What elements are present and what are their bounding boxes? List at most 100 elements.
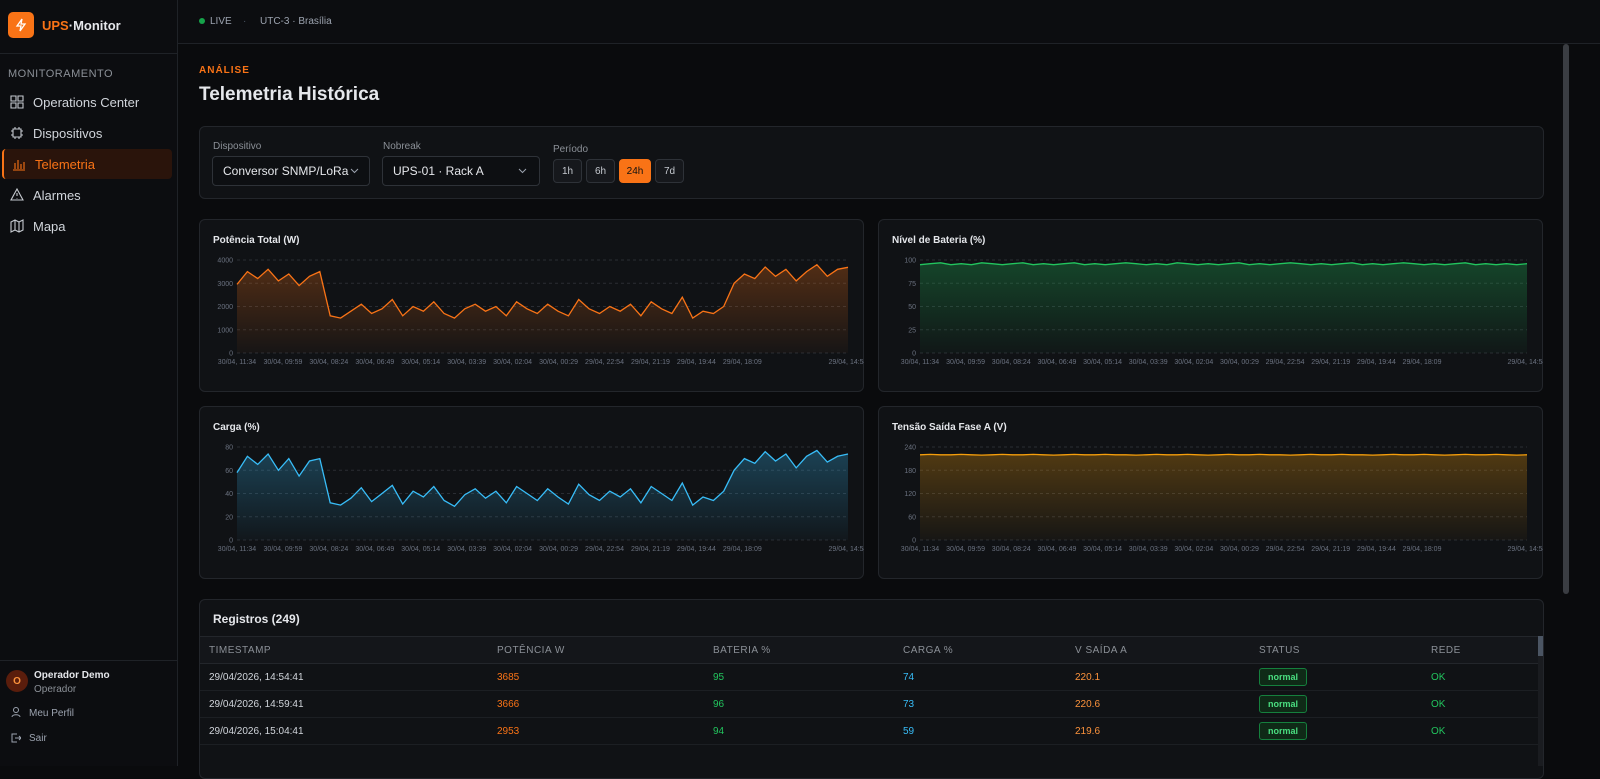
y-tick-label: 0: [912, 351, 916, 358]
nav-item[interactable]: Telemetria: [2, 149, 172, 179]
x-tick-label: 30/04, 06:49: [355, 546, 394, 553]
period-button[interactable]: 7d: [655, 159, 684, 183]
x-tick-label: 29/04, 21:19: [631, 359, 670, 366]
x-tick-label: 30/04, 02:04: [1174, 359, 1213, 366]
icon-path: [10, 95, 24, 109]
x-tick-label: 30/04, 08:24: [992, 546, 1031, 553]
topbar: LIVE · UTC-3 · Brasília: [178, 0, 1600, 44]
device-value: Conversor SNMP/LoRa: [223, 164, 349, 178]
icon-path: [13, 160, 25, 171]
status-badge: normal: [1259, 722, 1308, 740]
logout-link[interactable]: Sair: [29, 733, 47, 744]
x-tick-label: 29/04, 19:44: [677, 359, 716, 366]
ups-select[interactable]: UPS-01 · Rack A: [382, 156, 540, 186]
y-tick-label: 0: [912, 538, 916, 545]
cell: 95: [713, 672, 725, 683]
nav-icon: [10, 219, 24, 233]
x-tick-label: 30/04, 05:14: [1083, 546, 1122, 553]
chart: Nível de Bateria (%) 0 25 50 75 100 30/04, 11:…: [892, 235, 1543, 366]
cell: 219.6: [1075, 726, 1101, 737]
nav-item[interactable]: Alarmes: [2, 180, 172, 210]
x-tick-label: 30/04, 05:14: [1083, 359, 1122, 366]
y-tick-label: 0: [229, 538, 233, 545]
x-tick-label: 30/04, 03:39: [1129, 359, 1168, 366]
area: [920, 262, 1527, 353]
nav-item[interactable]: Operations Center: [2, 87, 172, 117]
user-role: Operador: [34, 684, 77, 695]
line: [236, 449, 849, 508]
page-title: Telemetria Histórica: [199, 84, 380, 105]
period-button[interactable]: 6h: [586, 159, 615, 183]
x-tick-label: 30/04, 11:34: [218, 359, 257, 366]
ups-label: Nobreak: [383, 141, 421, 152]
line: [236, 263, 849, 320]
cell: 220.6: [1075, 699, 1101, 710]
cell: 94: [713, 726, 725, 737]
x-tick-label: 30/04, 06:49: [355, 359, 394, 366]
nav-item[interactable]: Dispositivos: [2, 118, 172, 148]
chart: Tensão Saída Fase A (V) 0 60 120 180 240 30/04…: [892, 422, 1543, 553]
x-tick-label: 30/04, 08:24: [992, 359, 1031, 366]
x-tick-label: 30/04, 02:04: [1174, 546, 1213, 553]
x-tick-label: 30/04, 09:59: [263, 359, 302, 366]
row-divider: [200, 744, 1538, 745]
y-tick-label: 50: [908, 304, 916, 311]
cell: 59: [903, 726, 915, 737]
logo: [8, 12, 34, 38]
column-header: CARGA %: [903, 645, 954, 656]
records-title: Registros (249): [213, 612, 300, 626]
records-panel: [199, 599, 1544, 779]
brand-a: UPS: [42, 17, 69, 33]
live-status: LIVE: [210, 16, 232, 27]
x-tick-label: 30/04, 09:59: [946, 359, 985, 366]
x-tick-label: 29/04, 22:54: [1266, 359, 1305, 366]
period-button[interactable]: 1h: [553, 159, 582, 183]
icon-path: [11, 127, 23, 139]
x-tick-label: 30/04, 08:24: [309, 359, 348, 366]
line: [919, 453, 1528, 456]
cell: OK: [1431, 699, 1446, 710]
cell: 29/04/2026, 14:59:41: [209, 699, 304, 710]
brand-b: ·Monitor: [68, 17, 121, 33]
x-tick-label: 30/04, 05:14: [401, 359, 440, 366]
nav-label: Telemetria: [35, 156, 95, 172]
nav-label: Mapa: [33, 218, 66, 234]
x-tick-label: 29/04, 21:19: [631, 546, 670, 553]
x-tick-label: 29/04, 14:54: [829, 359, 864, 366]
device-select[interactable]: Conversor SNMP/LoRa: [212, 156, 370, 186]
cell: 3685: [497, 672, 520, 683]
y-tick-label: 80: [225, 445, 233, 452]
profile-link[interactable]: Meu Perfil: [29, 708, 75, 719]
nav-label: Dispositivos: [33, 125, 103, 141]
x-tick-label: 30/04, 09:59: [263, 546, 302, 553]
x-tick-label: 30/04, 02:04: [493, 359, 532, 366]
x-tick-label: 30/04, 00:29: [539, 546, 578, 553]
chart: Carga (%) 0 20 40 60 80 30/04, 11:34 30/04, 09:…: [213, 422, 864, 553]
cell: 29/04/2026, 15:04:41: [209, 726, 304, 737]
x-tick-label: 29/04, 22:54: [585, 546, 624, 553]
y-tick-label: 75: [908, 281, 916, 288]
y-tick-label: 1000: [217, 327, 233, 334]
nav-label: Operations Center: [33, 94, 140, 110]
x-tick-label: 30/04, 03:39: [1129, 546, 1168, 553]
x-tick-label: 30/04, 05:14: [401, 546, 440, 553]
nav-icon: [11, 127, 23, 139]
chart-title: Potência Total (W): [213, 235, 299, 246]
cell: 2953: [497, 726, 520, 737]
x-tick-label: 30/04, 11:34: [901, 359, 940, 366]
x-tick-label: 30/04, 11:34: [901, 546, 940, 553]
link-icons: [11, 707, 21, 743]
column-header: V SAÍDA A: [1075, 645, 1128, 656]
x-tick-label: 29/04, 18:09: [723, 359, 762, 366]
timezone: UTC-3 · Brasília: [260, 16, 332, 27]
x-tick-label: 30/04, 03:39: [447, 359, 486, 366]
nav-item[interactable]: Mapa: [2, 211, 172, 241]
x-tick-label: 30/04, 00:29: [1220, 546, 1259, 553]
y-tick-label: 240: [904, 445, 916, 452]
period-button[interactable]: 24h: [619, 159, 651, 183]
cell: OK: [1431, 672, 1446, 683]
y-tick-label: 25: [908, 327, 916, 334]
y-tick-label: 2000: [217, 304, 233, 311]
y-tick-label: 120: [904, 491, 916, 498]
